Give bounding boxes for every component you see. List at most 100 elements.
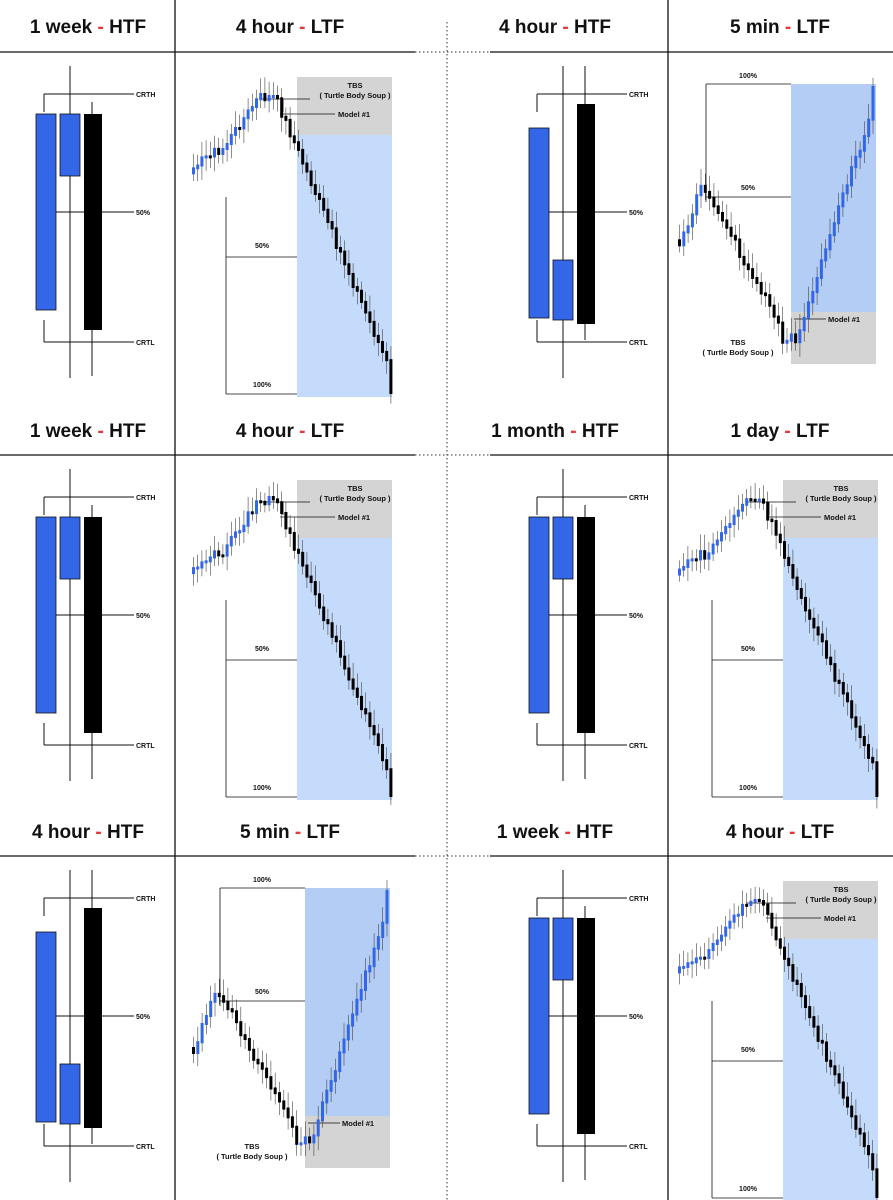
htf-timeframe: 1 week <box>30 421 93 442</box>
ltf-bear-candle <box>794 333 798 344</box>
ltf-bear-candle <box>753 498 757 502</box>
candle-1-body <box>528 516 550 714</box>
ltf-bull-candle <box>732 514 736 526</box>
ltf-bear-candle <box>276 498 279 504</box>
ltf-chart-3: 50% 100% TBS( Turtle Body Soup ) Model #1 <box>678 480 879 809</box>
ltf-bull-candle <box>372 947 376 968</box>
ltf-bull-candle <box>267 95 271 102</box>
ltf-bull-candle <box>208 556 212 563</box>
ltf-bull-candle <box>699 956 702 960</box>
ltf-bull-candle <box>200 561 204 569</box>
ltf-bear-candle <box>364 708 368 715</box>
ltf-bull-candle <box>785 339 789 344</box>
ltf-bull-candle <box>267 495 271 506</box>
ltf-bear-candle <box>347 263 351 275</box>
ltf-chart-5: 50% 100% TBS( Turtle Body Soup ) Model #1 <box>678 881 879 1200</box>
crtl-label: CRTL <box>136 743 155 750</box>
ltf-bear-candle <box>770 912 774 929</box>
grey-zone <box>297 480 392 538</box>
grey-zone <box>297 77 392 135</box>
ltf-bull-candle <box>686 559 690 568</box>
ltf-bear-candle <box>774 926 778 941</box>
ltf-bear-candle <box>799 588 803 599</box>
ltf-bear-candle <box>301 148 305 165</box>
ltf-bear-candle <box>305 564 309 578</box>
ltf-bear-candle <box>252 1048 256 1061</box>
ltf-bear-candle <box>351 272 355 289</box>
ltf-bull-candle <box>678 966 681 974</box>
ltf-bull-candle <box>728 523 732 528</box>
htf-tag: HTF <box>109 17 146 38</box>
ltf-bear-candle <box>286 1107 290 1119</box>
ltf-bull-candle <box>707 949 711 959</box>
ltf-bear-candle <box>725 219 729 229</box>
htf-timeframe: 4 hour <box>499 17 558 38</box>
ltf-bear-candle <box>829 1059 833 1068</box>
ltf-bear-candle <box>263 500 267 506</box>
ltf-bear-candle <box>850 1105 854 1118</box>
ltf-bear-candle <box>389 359 393 394</box>
model-label: Model #1 <box>828 315 860 324</box>
ltf-bear-candle <box>273 1087 277 1095</box>
ltf-bear-candle <box>837 1073 841 1084</box>
ltf-bull-candle <box>204 560 208 564</box>
ltf-bear-candle <box>192 1047 195 1055</box>
ltf-bear-candle <box>829 656 833 666</box>
ltf-bull-candle <box>259 93 263 101</box>
ltf-bear-candle <box>309 575 313 584</box>
grey-zone <box>783 480 878 538</box>
ltf-bull-candle <box>299 1142 303 1146</box>
htf-timeframe: 1 week <box>30 17 93 38</box>
ltf-bull-candle <box>204 1015 208 1026</box>
ltf-bear-candle <box>217 550 221 557</box>
ltf-bear-candle <box>795 576 799 591</box>
header-ltf-5: 4 hour - LTF <box>726 822 834 843</box>
ltf-bear-candle <box>313 184 317 196</box>
ltf-bull-candle <box>342 1038 346 1054</box>
ltf-bull-candle <box>811 290 815 304</box>
ltf-timeframe: 4 hour <box>726 822 785 843</box>
ltf-bull-candle <box>720 934 723 942</box>
ltf-bear-candle <box>288 527 292 534</box>
ltf-bear-candle <box>791 564 795 579</box>
ltf-bear-candle <box>774 520 778 536</box>
ltf-tag: LTF <box>311 17 344 38</box>
ltf-bear-candle <box>846 1096 849 1108</box>
tbs-label: TBS <box>245 1142 260 1151</box>
ltf-bear-candle <box>783 946 786 960</box>
candle-2-body <box>552 516 574 580</box>
ltf-bear-candle <box>712 196 716 208</box>
ltf-tag: LTF <box>796 421 829 442</box>
range-mid-label: 50% <box>255 646 270 653</box>
ltf-bull-candle <box>238 530 242 534</box>
ltf-bear-candle <box>764 292 767 297</box>
ltf-bull-candle <box>871 86 875 121</box>
ltf-bull-candle <box>678 568 681 576</box>
ltf-bear-candle <box>238 126 242 130</box>
ltf-bull-candle <box>728 920 732 929</box>
mid-label: 50% <box>629 210 644 217</box>
ltf-bear-candle <box>762 498 765 504</box>
tbs-label: TBS <box>348 484 363 493</box>
ltf-bear-candle <box>330 221 334 230</box>
ltf-bear-candle <box>749 498 753 502</box>
tbs-label: TBS <box>348 81 363 90</box>
ltf-bull-candle <box>867 118 871 138</box>
ltf-bull-candle <box>682 965 686 969</box>
ltf-bull-candle <box>854 155 858 169</box>
ltf-bear-candle <box>339 246 342 253</box>
ltf-timeframe: 5 min <box>730 17 780 38</box>
ltf-bull-candle <box>213 992 217 1003</box>
ltf-bull-candle <box>225 544 229 557</box>
ltf-bull-candle <box>741 503 744 512</box>
ltf-bull-candle <box>225 142 229 151</box>
ltf-bear-candle <box>313 581 317 596</box>
htf-tag: HTF <box>576 822 613 843</box>
htf-diagram-2: CRTH CRTL 50% <box>35 469 155 781</box>
ltf-bear-candle <box>235 1010 238 1024</box>
crth-label: CRTH <box>629 896 648 903</box>
ltf-bear-candle <box>318 593 321 609</box>
range-full-label: 100% <box>253 382 272 389</box>
ltf-bear-candle <box>825 640 828 659</box>
ltf-bear-candle <box>217 147 221 155</box>
